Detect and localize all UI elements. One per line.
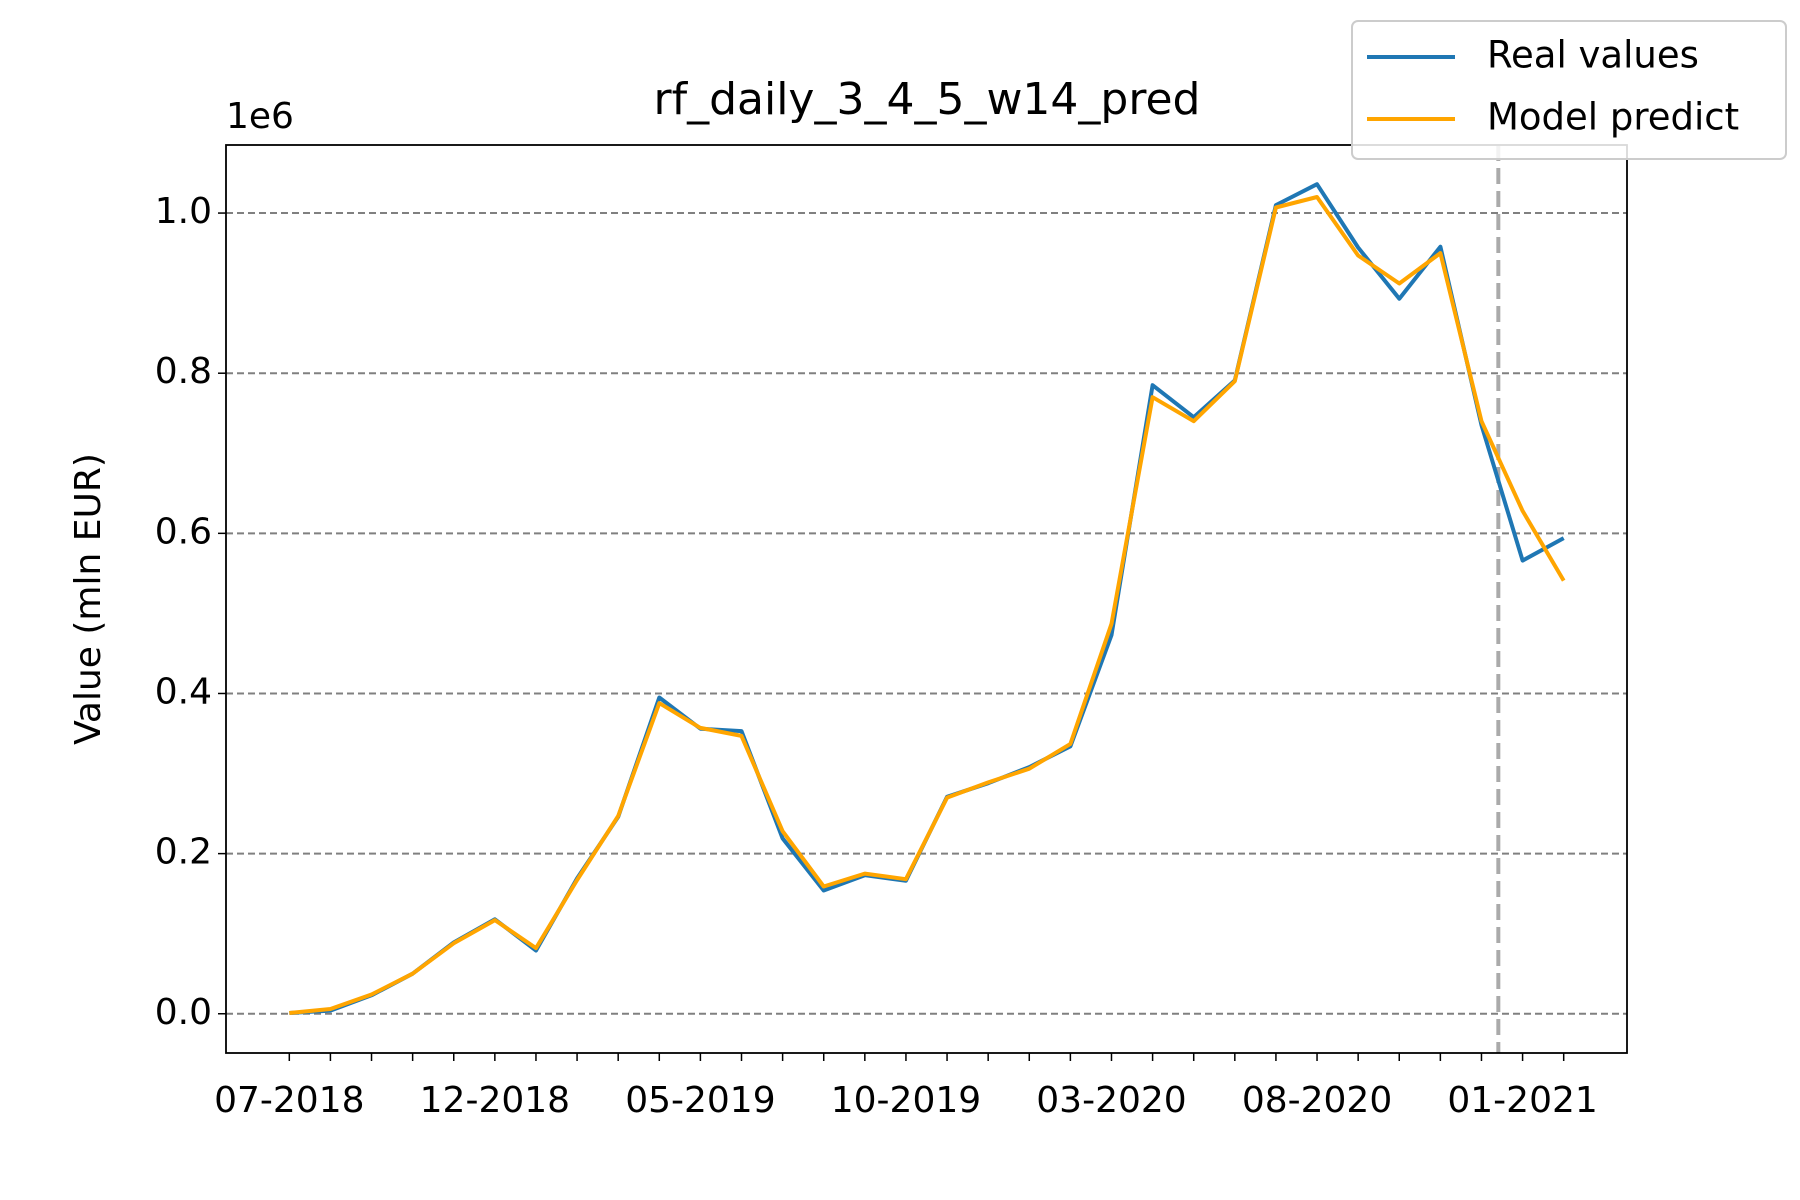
y-tick-label: 0.8 bbox=[155, 351, 212, 392]
legend-label: Model predict bbox=[1487, 96, 1739, 139]
x-tick-label: 10-2019 bbox=[831, 1080, 981, 1121]
x-tick-label: 05-2019 bbox=[625, 1080, 775, 1121]
y-tick-label: 1.0 bbox=[155, 191, 212, 232]
x-tick-label: 12-2018 bbox=[420, 1080, 570, 1121]
y-tick-label: 0.4 bbox=[155, 671, 212, 712]
y-tick-label: 0.0 bbox=[155, 992, 212, 1033]
y-offset-label: 1e6 bbox=[226, 96, 294, 137]
x-tick-label: 03-2020 bbox=[1036, 1080, 1186, 1121]
y-axis-label: Value (mln EUR) bbox=[68, 453, 109, 745]
y-tick-label: 0.6 bbox=[155, 511, 212, 552]
legend-label: Real values bbox=[1487, 34, 1699, 77]
x-tick-label: 07-2018 bbox=[214, 1080, 364, 1121]
x-tick-label: 08-2020 bbox=[1242, 1080, 1392, 1121]
series-line bbox=[289, 195, 1566, 1015]
chart-title: rf_daily_3_4_5_w14_pred bbox=[654, 74, 1201, 125]
legend-box bbox=[1351, 20, 1787, 160]
y-tick-label: 0.2 bbox=[155, 832, 212, 873]
plot-frame bbox=[225, 144, 1628, 1054]
x-tick-label: 01-2021 bbox=[1447, 1080, 1597, 1121]
